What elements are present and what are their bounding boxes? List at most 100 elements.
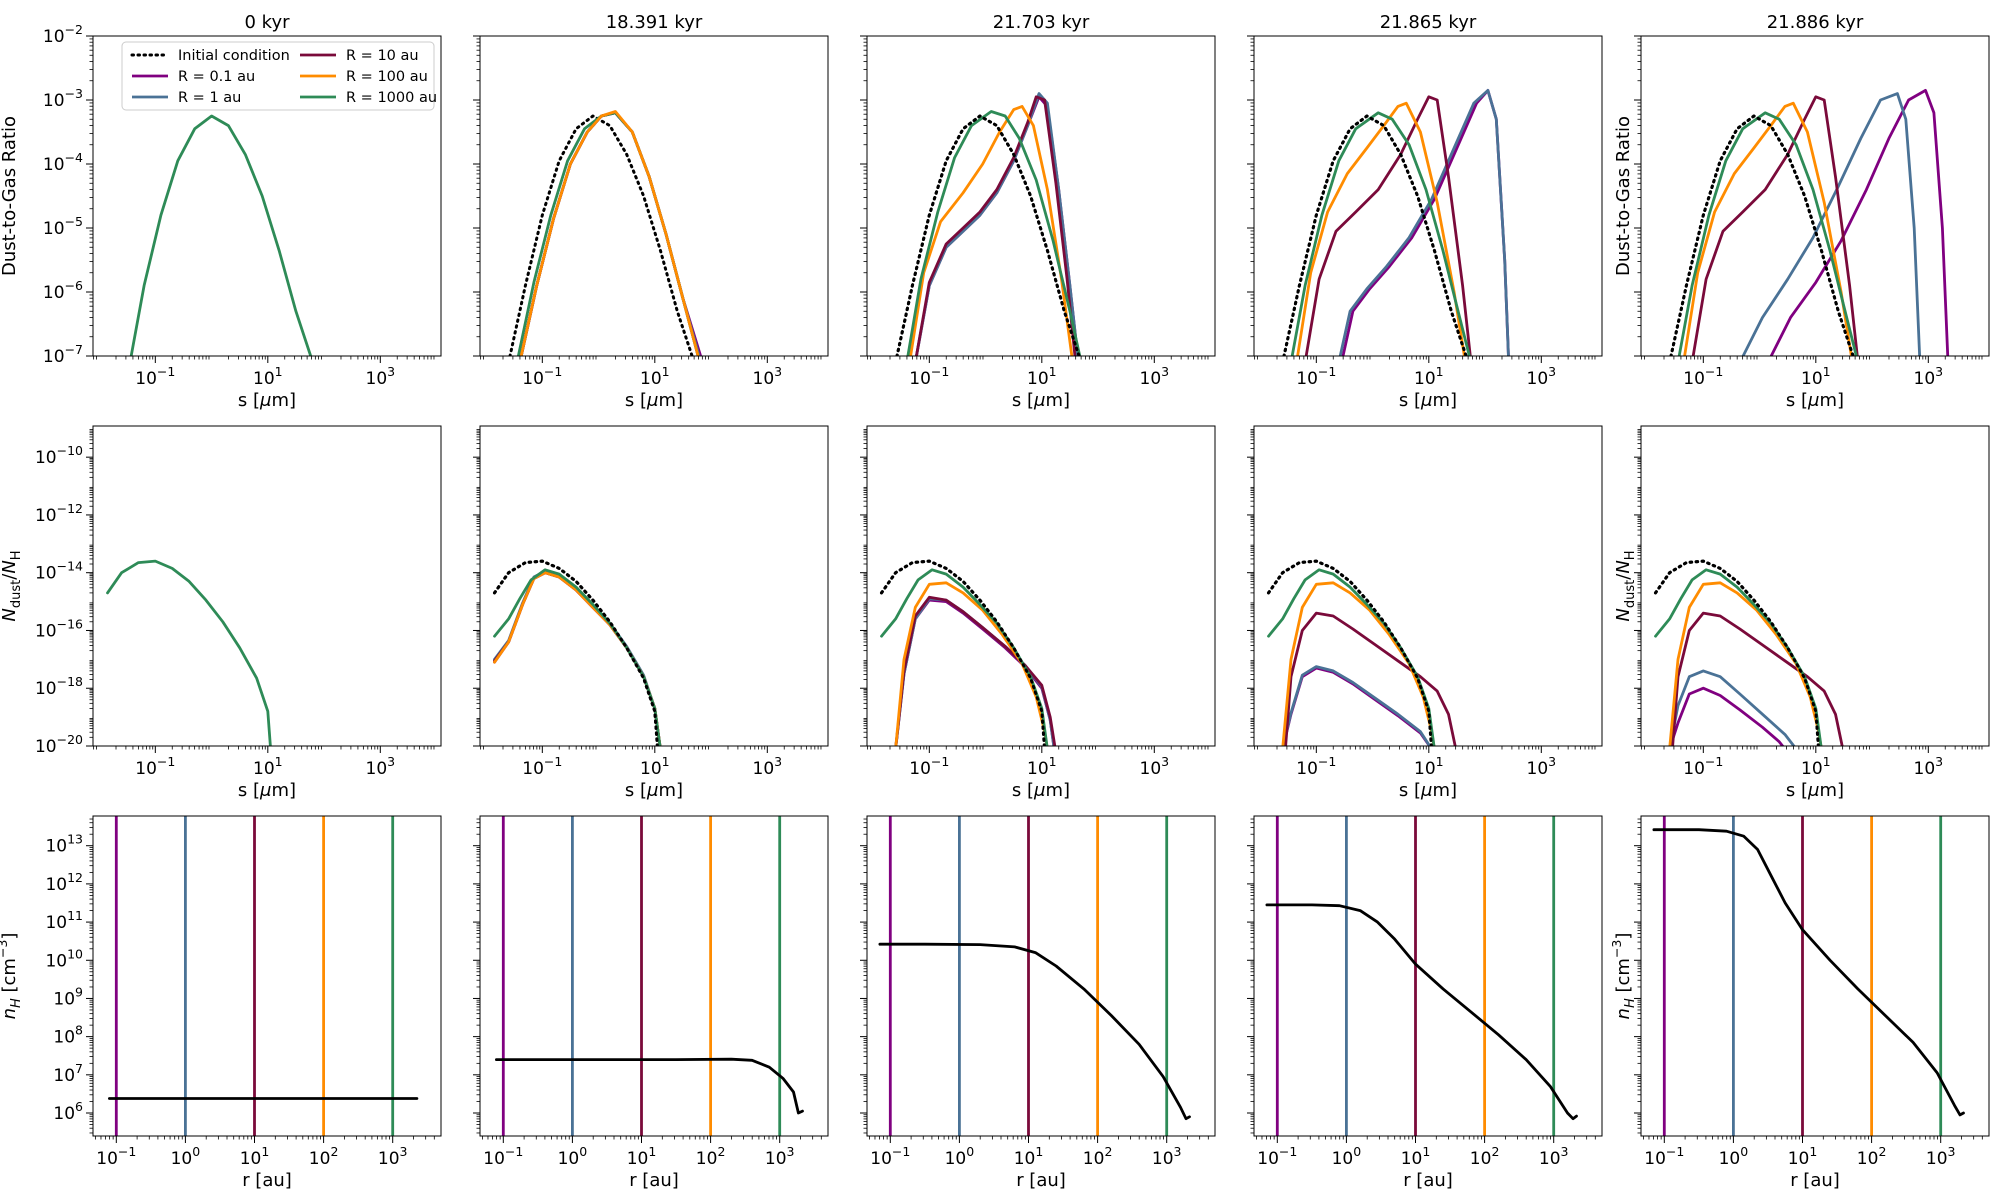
x-tick-label: 102 xyxy=(1857,1144,1887,1169)
x-tick-label: 10−1 xyxy=(1296,754,1336,779)
series-line xyxy=(106,559,272,746)
series-line xyxy=(880,559,1046,746)
series-line xyxy=(1654,568,1823,746)
panel-r0-c1: 10−1 101 103 s [μm] 18.391 kyr xyxy=(473,12,829,411)
series-line xyxy=(519,111,703,356)
y-tick-label: 10−12 xyxy=(35,501,83,526)
density-profile-line xyxy=(495,1057,804,1115)
series-group xyxy=(129,114,313,356)
series-line xyxy=(1281,581,1436,746)
axes-frame xyxy=(1640,35,1990,357)
y-axis-label: Ndust/NH xyxy=(0,550,24,621)
x-tick-label: 103 xyxy=(378,1144,408,1169)
panel-r1-c4: 10−1 101 103 s [μm] Ndust/NH xyxy=(1613,425,1990,801)
series-group xyxy=(1265,816,1578,1136)
x-axis-label: r [au] xyxy=(1016,1170,1066,1191)
x-tick-label: 101 xyxy=(640,364,670,389)
y-tick-label: 10−20 xyxy=(35,732,83,757)
minor-ticks xyxy=(1250,818,1596,1140)
series-line xyxy=(914,95,1077,356)
series-line xyxy=(493,559,659,746)
panel-title: 21.703 kyr xyxy=(993,12,1090,33)
x-tick-label: 103 xyxy=(1527,754,1557,779)
x-tick-label: 101 xyxy=(1414,754,1444,779)
series-line xyxy=(1669,686,1785,746)
x-tick-label: 103 xyxy=(1140,364,1170,389)
x-tick-label: 101 xyxy=(1027,754,1057,779)
x-tick-label: 103 xyxy=(1140,754,1170,779)
series-line xyxy=(1683,101,1853,356)
x-tick-label: 103 xyxy=(366,754,396,779)
x-tick-label: 100 xyxy=(1719,1144,1749,1169)
series-line xyxy=(519,111,701,356)
series-line xyxy=(1691,95,1859,356)
series-group xyxy=(108,816,419,1136)
x-tick-label: 10−1 xyxy=(1257,1144,1297,1169)
x-tick-label: 103 xyxy=(1914,364,1944,389)
legend-box xyxy=(121,41,435,111)
minor-ticks xyxy=(89,38,435,360)
legend: Initial condition R = 0.1 au R = 1 au R = 1… xyxy=(121,41,437,111)
minor-ticks xyxy=(863,38,1209,360)
legend-label: R = 10 au xyxy=(346,48,419,64)
series-line xyxy=(1296,101,1466,356)
panel-r1-c3: 10−1 101 103 s [μm] xyxy=(1247,425,1603,801)
series-line xyxy=(1282,114,1468,356)
x-tick-label: 101 xyxy=(640,754,670,779)
density-profile-line xyxy=(1265,903,1578,1121)
y-tick-label: 1010 xyxy=(45,946,83,971)
x-axis-label: s [μm] xyxy=(1399,390,1457,411)
y-tick-label: 10−4 xyxy=(43,150,83,175)
panel-r2-c3: 10−1 100 101 102 103 r [au] xyxy=(1247,815,1603,1191)
panel-title: 0 kyr xyxy=(244,12,290,33)
x-axis-label: r [au] xyxy=(1403,1170,1453,1191)
x-tick-label: 101 xyxy=(1801,364,1831,389)
y-tick-label: 109 xyxy=(53,984,83,1009)
series-line xyxy=(909,105,1074,356)
axes-frame xyxy=(479,35,829,357)
y-tick-label: 10−16 xyxy=(35,616,83,641)
minor-ticks xyxy=(863,429,1209,750)
y-tick-label: 1013 xyxy=(45,832,83,857)
minor-ticks xyxy=(476,38,822,360)
panel-r0-c4: 10−1 101 103 s [μm] Dust-to-Gas Ratio 21.886 … xyxy=(1613,12,1990,411)
series-group xyxy=(1654,559,1844,746)
x-axis-label: s [μm] xyxy=(1786,780,1844,801)
x-tick-label: 10−1 xyxy=(870,1144,910,1169)
series-line xyxy=(1669,114,1855,356)
series-group xyxy=(1669,89,1950,356)
y-tick-label: 107 xyxy=(53,1061,83,1086)
x-tick-label: 101 xyxy=(1027,364,1057,389)
x-axis-label: r [au] xyxy=(629,1170,679,1191)
series-line xyxy=(1338,89,1510,356)
series-line xyxy=(1290,111,1471,356)
y-axis-label: Dust-to-Gas Ratio xyxy=(0,116,20,276)
axes-frame xyxy=(1640,815,1990,1137)
x-tick-label: 100 xyxy=(171,1144,201,1169)
x-tick-label: 103 xyxy=(753,754,783,779)
x-axis-label: r [au] xyxy=(242,1170,292,1191)
x-tick-label: 103 xyxy=(753,364,783,389)
panel-r0-c0: 10−1 101 103 10−7 10−6 10−5 10−4 10−3 10−2 s [μm]… xyxy=(0,12,442,411)
y-tick-label: 1012 xyxy=(45,870,83,895)
x-tick-label: 101 xyxy=(1401,1144,1431,1169)
x-tick-label: 10−1 xyxy=(522,364,562,389)
x-axis-label: s [μm] xyxy=(1012,390,1070,411)
series-line xyxy=(1341,89,1510,356)
series-line xyxy=(1284,611,1457,746)
x-tick-label: 10−1 xyxy=(1683,754,1723,779)
series-line xyxy=(508,114,694,356)
x-tick-label: 10−1 xyxy=(909,754,949,779)
series-group xyxy=(106,559,272,746)
panel-r1-c2: 10−1 101 103 s [μm] xyxy=(860,425,1216,801)
x-tick-label: 10−1 xyxy=(1644,1144,1684,1169)
axes-frame xyxy=(866,425,1216,747)
series-line xyxy=(894,595,1057,746)
y-tick-label: 10−18 xyxy=(35,674,83,699)
minor-ticks xyxy=(1250,38,1596,360)
minor-ticks xyxy=(863,818,1209,1140)
series-line xyxy=(1281,665,1432,746)
y-tick-label: 106 xyxy=(53,1099,83,1124)
x-tick-label: 101 xyxy=(240,1144,270,1169)
series-group xyxy=(495,816,804,1136)
